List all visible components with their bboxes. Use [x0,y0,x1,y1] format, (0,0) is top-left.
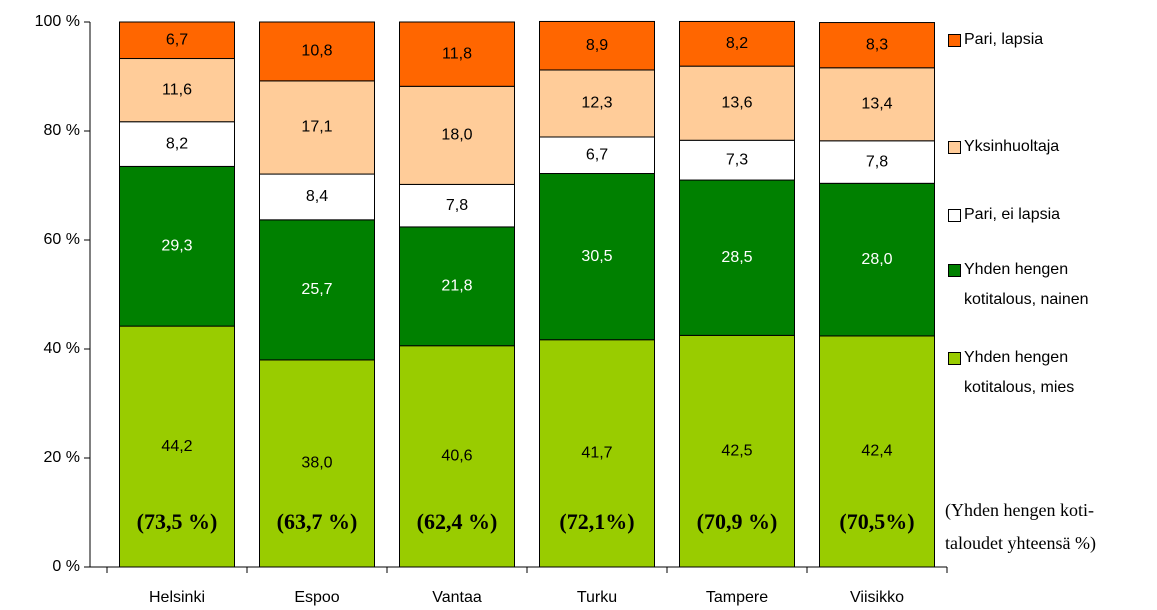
value-label: 40,6 [441,448,472,465]
value-label: 11,8 [442,45,472,62]
x-tick-label: Viisikko [850,589,904,606]
value-label: 18,0 [441,127,472,144]
bar-segment [259,219,375,361]
legend-item: Pari, lapsia [948,25,1148,55]
legend-item: Pari, ei lapsia [948,200,1148,230]
bar-segment [259,173,375,221]
value-label: 41,7 [581,445,612,462]
y-tick-label: 20 % [44,449,80,466]
y-tick-label: 100 % [35,13,80,30]
bar-segment [119,121,235,167]
legend-label: Pari, lapsia [964,31,1044,48]
bar-segment [679,139,795,181]
legend-item: Yhden hengen kotitalous, nainen [948,255,1148,315]
bar-segment [819,182,935,337]
bar-segment [119,165,235,327]
bar-segment [539,173,655,341]
value-label: 8,2 [726,35,748,52]
value-label: 8,2 [166,135,188,152]
annotation: (70,5%) [839,509,914,534]
bar-segment [119,21,235,60]
bar-segment [399,226,515,347]
bar-segment [819,67,935,142]
value-label: 42,4 [861,443,892,460]
bar-segment [399,85,515,185]
legend-swatch [948,141,961,154]
annotation: (70,9 %) [697,509,778,534]
value-label: 8,4 [306,188,328,205]
value-label: 13,4 [861,96,892,113]
bar-segment [679,20,795,67]
bar-segment [259,21,375,82]
bar-segment [539,339,655,568]
value-label: 21,8 [441,278,472,295]
bar-segment [119,58,235,123]
y-tick-label: 80 % [44,122,80,139]
legend-label: Yksinhuoltaja [964,138,1060,155]
value-label: 38,0 [301,455,332,472]
value-label: 17,1 [301,119,332,136]
y-tick-label: 60 % [44,231,80,248]
value-label: 29,3 [161,237,192,254]
annotation: (63,7 %) [277,509,358,534]
bar-segment [819,335,935,568]
annotation: (62,4 %) [417,509,498,534]
annotation: (72,1%) [559,509,634,534]
value-label: 44,2 [161,438,192,455]
x-tick-label: Turku [577,589,617,606]
y-tick-label: 0 % [52,558,80,575]
value-label: 11,6 [162,81,192,98]
legend-label: Yhden hengen kotitalous, mies [964,349,1075,396]
note: taloudet yhteensä %) [945,533,1096,554]
legend-swatch [948,352,961,365]
value-label: 12,3 [581,95,612,112]
value-label: 6,7 [586,146,608,163]
legend-item: Yksinhuoltaja [948,132,1148,162]
bar-segment [819,22,935,69]
x-tick-label: Helsinki [149,589,205,606]
y-tick-label: 40 % [44,340,80,357]
legend-label: Yhden hengen kotitalous, nainen [964,261,1089,308]
legend-swatch [948,34,961,47]
bar-segment [679,334,795,568]
bar-segment [539,20,655,71]
value-label: 7,3 [726,151,748,168]
note: (Yhden hengen koti- [945,500,1094,521]
bar-segment [399,345,515,568]
value-label: 42,5 [721,442,752,459]
value-label: 28,0 [861,251,892,268]
value-label: 7,8 [866,153,888,170]
annotation: (73,5 %) [137,509,218,534]
value-label: 25,7 [301,281,332,298]
bar-segment [259,359,375,568]
bar-segment [539,69,655,138]
value-label: 28,5 [721,249,752,266]
bar-segment [399,183,515,228]
value-label: 10,8 [301,43,332,60]
value-label: 8,9 [586,37,608,54]
bar-segment [399,21,515,87]
legend-label: Pari, ei lapsia [964,206,1061,223]
legend-item: Yhden hengen kotitalous, mies [948,343,1148,403]
x-tick-label: Espoo [294,589,339,606]
value-label: 8,3 [866,36,888,53]
bar-segment [819,140,935,184]
bar-segment [259,80,375,175]
x-tick-label: Vantaa [432,589,482,606]
bar-segment [679,179,795,336]
x-tick-label: Tampere [706,589,768,606]
bar-segment [679,65,795,141]
value-label: 30,5 [581,248,612,265]
value-label: 7,8 [446,197,468,214]
value-label: 6,7 [166,31,188,48]
value-label: 13,6 [721,94,752,111]
legend-swatch [948,209,961,222]
legend-swatch [948,264,961,277]
